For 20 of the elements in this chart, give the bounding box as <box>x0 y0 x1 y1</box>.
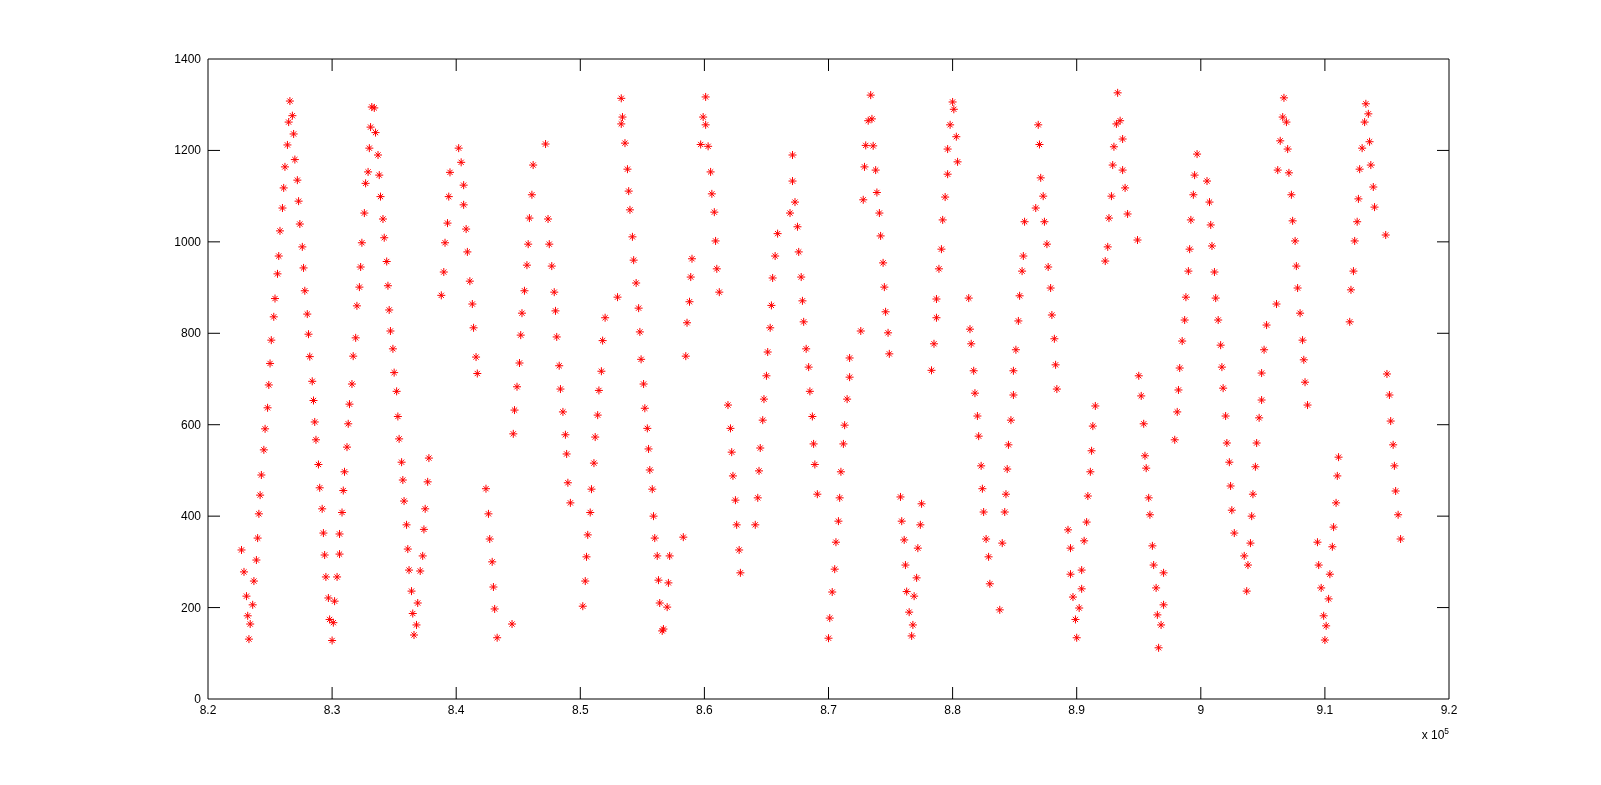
y-tick-label: 400 <box>180 509 202 524</box>
x-tick-label: 8.6 <box>696 703 714 717</box>
x-tick-label: 8.3 <box>323 703 341 717</box>
x-tick-label: 9.2 <box>1440 703 1458 717</box>
x-tick-label: 8.9 <box>1068 703 1086 717</box>
y-tick-label: 0 <box>194 692 202 706</box>
x-tick-label: 8.7 <box>820 703 838 717</box>
x-tick-label: 9 <box>1197 703 1205 717</box>
x-tick-label: 8.2 <box>199 703 217 717</box>
y-tick-label: 1400 <box>174 52 202 66</box>
x-tick-label: 9.1 <box>1316 703 1334 717</box>
text: x 10$^{5}$ <box>1421 726 1450 742</box>
y-tick-label: 600 <box>180 417 202 432</box>
x-tick-label: 8.5 <box>571 703 589 717</box>
y-tick-label: 1200 <box>174 143 202 158</box>
y-tick-label: 1000 <box>174 234 202 249</box>
y-tick-label: 200 <box>180 600 202 615</box>
x-tick-label: 8.8 <box>944 703 962 717</box>
y-tick-label: 800 <box>180 326 202 341</box>
x-tick-label: 8.4 <box>447 703 465 717</box>
